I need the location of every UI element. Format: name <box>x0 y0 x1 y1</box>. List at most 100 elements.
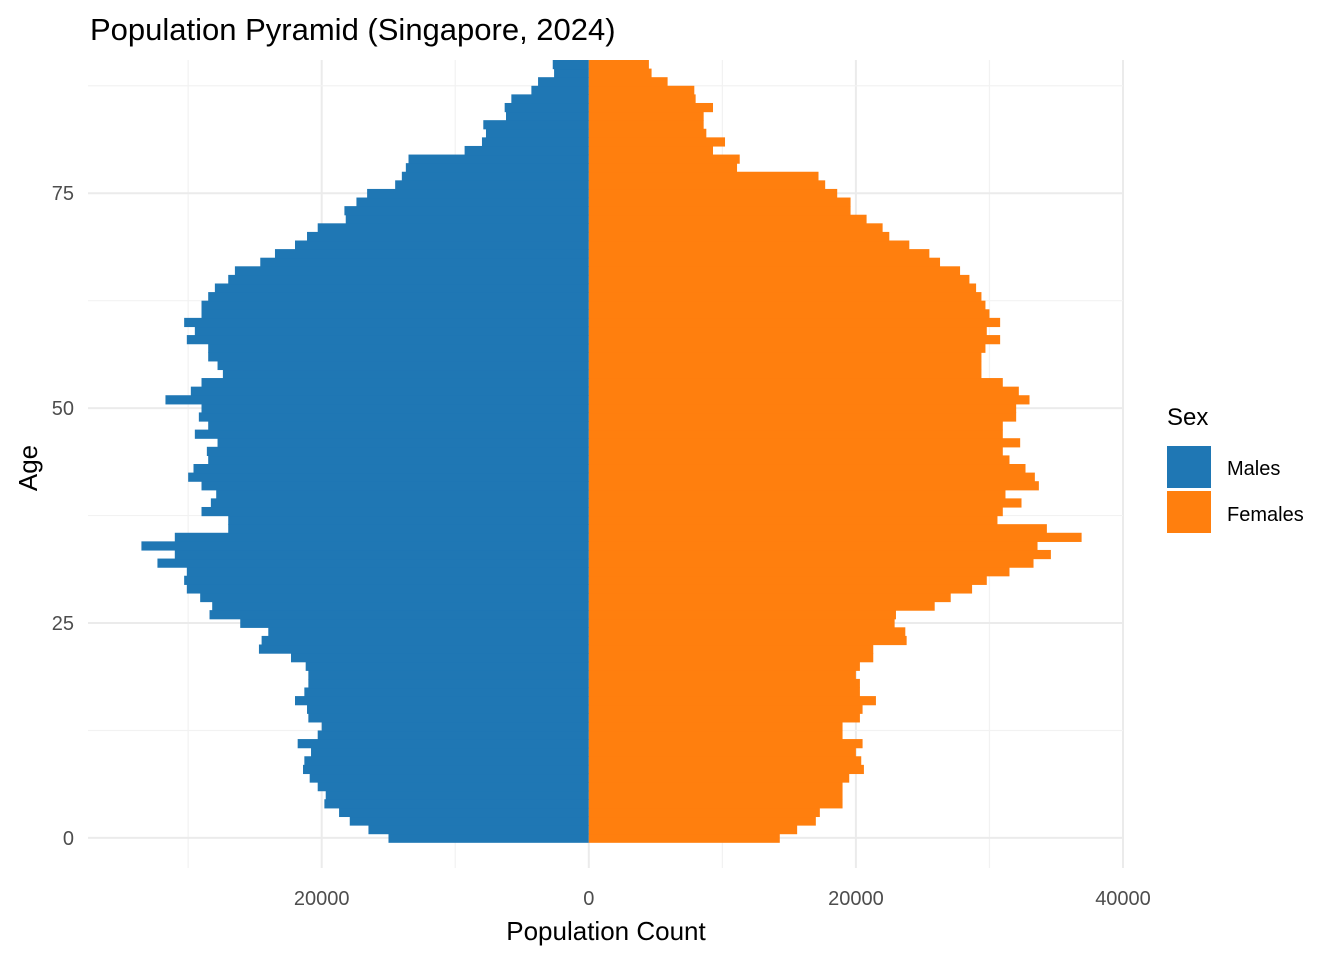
bar-males-age-45 <box>206 446 589 457</box>
bar-females-age-58 <box>588 335 1001 345</box>
bar-females-age-1 <box>588 825 798 835</box>
bar-females-age-39 <box>588 498 1022 508</box>
bar-females-age-42 <box>588 472 1035 482</box>
bar-males-age-10 <box>311 747 589 757</box>
bar-females-age-76 <box>588 180 826 190</box>
bar-females-age-44 <box>588 455 1010 465</box>
x-tick-label: 40000 <box>1095 888 1151 910</box>
bar-males-age-1 <box>368 825 589 835</box>
bar-males-age-17 <box>304 687 589 697</box>
bar-males-age-82 <box>485 128 589 138</box>
bar-females-age-64 <box>588 283 977 293</box>
bar-males-age-71 <box>317 223 589 233</box>
bar-females-age-52 <box>588 386 1019 396</box>
bar-males-age-79 <box>408 154 589 164</box>
legend-label-females: Females <box>1227 504 1304 526</box>
bar-males-age-21 <box>290 653 589 663</box>
bar-females-age-50 <box>588 403 1017 414</box>
bar-males-age-38 <box>201 506 589 517</box>
bar-females-age-70 <box>588 231 890 242</box>
bar-males-age-34 <box>141 541 589 551</box>
bar-females-age-14 <box>588 713 860 723</box>
bar-males-age-49 <box>198 412 589 422</box>
bar-females-age-57 <box>588 343 986 353</box>
bar-males-age-51 <box>165 395 589 405</box>
bar-females-age-88 <box>588 77 668 87</box>
bar-females-age-51 <box>588 395 1030 405</box>
bar-females-age-62 <box>588 300 986 310</box>
bar-females-age-45 <box>588 446 1003 457</box>
bar-females-age-59 <box>588 326 987 336</box>
bar-females-age-3 <box>588 807 820 818</box>
legend-swatch-females <box>1167 491 1211 533</box>
bar-males-age-90 <box>552 60 589 70</box>
bar-males-age-15 <box>307 704 589 714</box>
bar-females-age-34 <box>588 541 1038 551</box>
bar-males-age-32 <box>157 558 589 568</box>
bar-males-age-0 <box>388 833 589 843</box>
bar-females-age-13 <box>588 721 843 732</box>
x-tick-label: 20000 <box>294 888 350 910</box>
bar-males-age-42 <box>188 472 589 482</box>
bar-females-age-9 <box>588 756 862 766</box>
bar-males-age-72 <box>345 214 589 224</box>
bar-females-age-15 <box>588 704 863 714</box>
bar-males-age-35 <box>174 532 589 542</box>
bar-females-age-30 <box>588 575 987 585</box>
bar-males-age-31 <box>186 567 589 577</box>
bar-males-age-14 <box>308 713 589 723</box>
bar-males-age-59 <box>194 326 589 336</box>
bar-males-age-44 <box>208 455 589 465</box>
bar-females-age-73 <box>588 206 851 216</box>
bar-males-age-18 <box>308 678 589 689</box>
legend-item-females: Females <box>1167 491 1304 533</box>
bar-females-age-38 <box>588 506 1003 517</box>
bar-females-age-61 <box>588 309 990 319</box>
bar-males-age-81 <box>481 137 589 147</box>
bar-males-age-6 <box>317 782 589 792</box>
bar-females-age-54 <box>588 369 982 379</box>
bar-males-age-64 <box>214 283 589 293</box>
bar-males-age-63 <box>208 292 589 302</box>
bar-females-age-36 <box>588 524 1047 534</box>
bar-females-age-63 <box>588 292 982 302</box>
bar-females-age-33 <box>588 549 1051 560</box>
bar-males-age-5 <box>325 790 589 800</box>
bar-females-age-32 <box>588 558 1034 568</box>
bar-males-age-55 <box>217 360 589 371</box>
x-tick-label: 0 <box>583 888 594 910</box>
bar-females-age-81 <box>588 137 726 147</box>
bar-males-age-89 <box>554 68 589 78</box>
bar-females-age-11 <box>588 739 863 749</box>
bar-males-age-25 <box>240 618 589 628</box>
bar-females-age-71 <box>588 223 883 233</box>
y-tick-label: 25 <box>52 613 74 635</box>
bar-males-age-88 <box>538 77 589 87</box>
bar-males-age-60 <box>184 317 589 328</box>
legend-swatch-males <box>1167 446 1211 488</box>
bar-females-age-79 <box>588 154 740 164</box>
bar-females-age-23 <box>588 635 907 646</box>
bar-females-age-31 <box>588 567 1010 577</box>
chart-title: Population Pyramid (Singapore, 2024) <box>90 12 616 47</box>
bar-females-age-84 <box>588 111 704 121</box>
bar-males-age-39 <box>210 498 589 508</box>
bar-males-age-8 <box>303 764 589 775</box>
bar-females-age-37 <box>588 515 998 525</box>
bar-males-age-41 <box>201 481 589 491</box>
bar-females-age-69 <box>588 240 910 250</box>
bar-males-age-50 <box>201 403 589 414</box>
bar-males-age-16 <box>295 696 589 706</box>
bar-females-age-85 <box>588 102 714 113</box>
bar-females-age-17 <box>588 687 860 697</box>
bar-males-age-75 <box>367 188 589 199</box>
bar-females-age-89 <box>588 68 652 78</box>
bar-females-age-86 <box>588 94 696 104</box>
bar-females-age-18 <box>588 678 860 689</box>
bar-females-age-28 <box>588 592 951 603</box>
bar-females-age-19 <box>588 670 856 680</box>
bar-males-age-54 <box>222 369 589 379</box>
bar-males-age-80 <box>464 145 589 156</box>
x-tick-label: 20000 <box>828 888 884 910</box>
legend-item-males: Males <box>1167 446 1280 488</box>
